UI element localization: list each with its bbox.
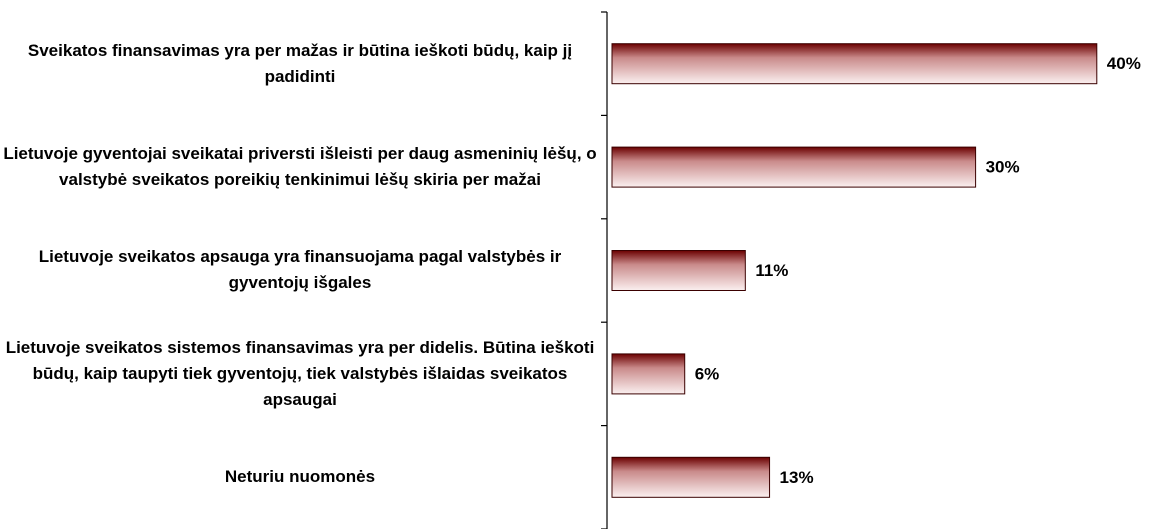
category-label: Lietuvoje gyventojai sveikatai priversti…: [0, 115, 600, 218]
bar: [611, 456, 771, 498]
value-label: 11%: [755, 261, 788, 280]
category-label: Lietuvoje sveikatos sistemos finansavima…: [0, 322, 600, 425]
category-label: Neturiu nuomonės: [0, 426, 600, 529]
category-text: Lietuvoje gyventojai sveikatai priversti…: [3, 144, 597, 190]
category-label: Sveikatos finansavimas yra per mažas ir …: [0, 12, 600, 115]
category-label: Lietuvoje sveikatos apsauga yra finansuo…: [0, 219, 600, 322]
category-text: Lietuvoje sveikatos apsauga yra finansuo…: [38, 247, 562, 293]
category-text: Neturiu nuomonės: [224, 467, 376, 487]
bar: [611, 353, 686, 395]
value-label: 30%: [986, 158, 1020, 177]
value-label: 40%: [1107, 54, 1141, 73]
category-text: Sveikatos finansavimas yra per mažas ir …: [27, 40, 573, 86]
value-label: 13%: [780, 468, 814, 487]
bar: [611, 250, 746, 291]
bar: [611, 146, 977, 188]
value-label: 6%: [695, 364, 720, 383]
category-text: Lietuvoje sveikatos sistemos finansavima…: [5, 337, 595, 409]
bar: [611, 43, 1098, 85]
